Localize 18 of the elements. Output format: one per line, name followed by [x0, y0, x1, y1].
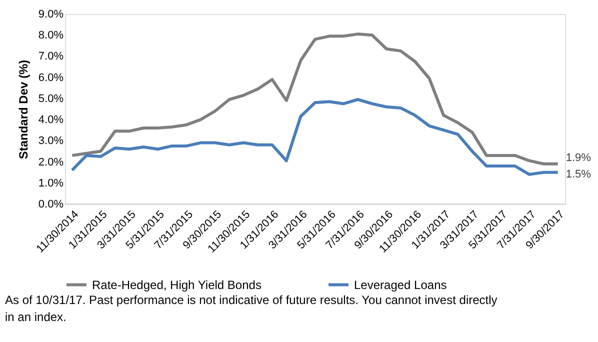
y-tick-label: 9.0%: [38, 8, 64, 20]
y-tick-label: 3.0%: [38, 135, 64, 148]
y-tick-label: 7.0%: [38, 50, 64, 63]
data-label: 1.9%: [566, 152, 592, 164]
y-tick-label: 5.0%: [38, 92, 64, 105]
line-series: [70, 32, 560, 166]
line-series: [70, 98, 560, 176]
y-axis-title: Standard Dev (%): [16, 60, 30, 160]
text: As of 10/31/17. Past performance is not indicative of future results. You cannot invest directly in an index.: [5, 293, 498, 324]
y-tick-label: 8.0%: [38, 30, 64, 42]
data-label: 1.5%: [566, 168, 592, 180]
y-tick-label: 2.0%: [38, 156, 64, 168]
y-tick-label: 1.0%: [38, 177, 64, 190]
legend-label: Rate-Hedged, High Yield Bonds: [92, 278, 262, 292]
y-tick-label: 4.0%: [38, 114, 64, 126]
y-tick-label: 6.0%: [38, 72, 64, 84]
y-tick-label: 0.0%: [38, 198, 64, 210]
legend-label: Leveraged Loans: [354, 278, 447, 292]
